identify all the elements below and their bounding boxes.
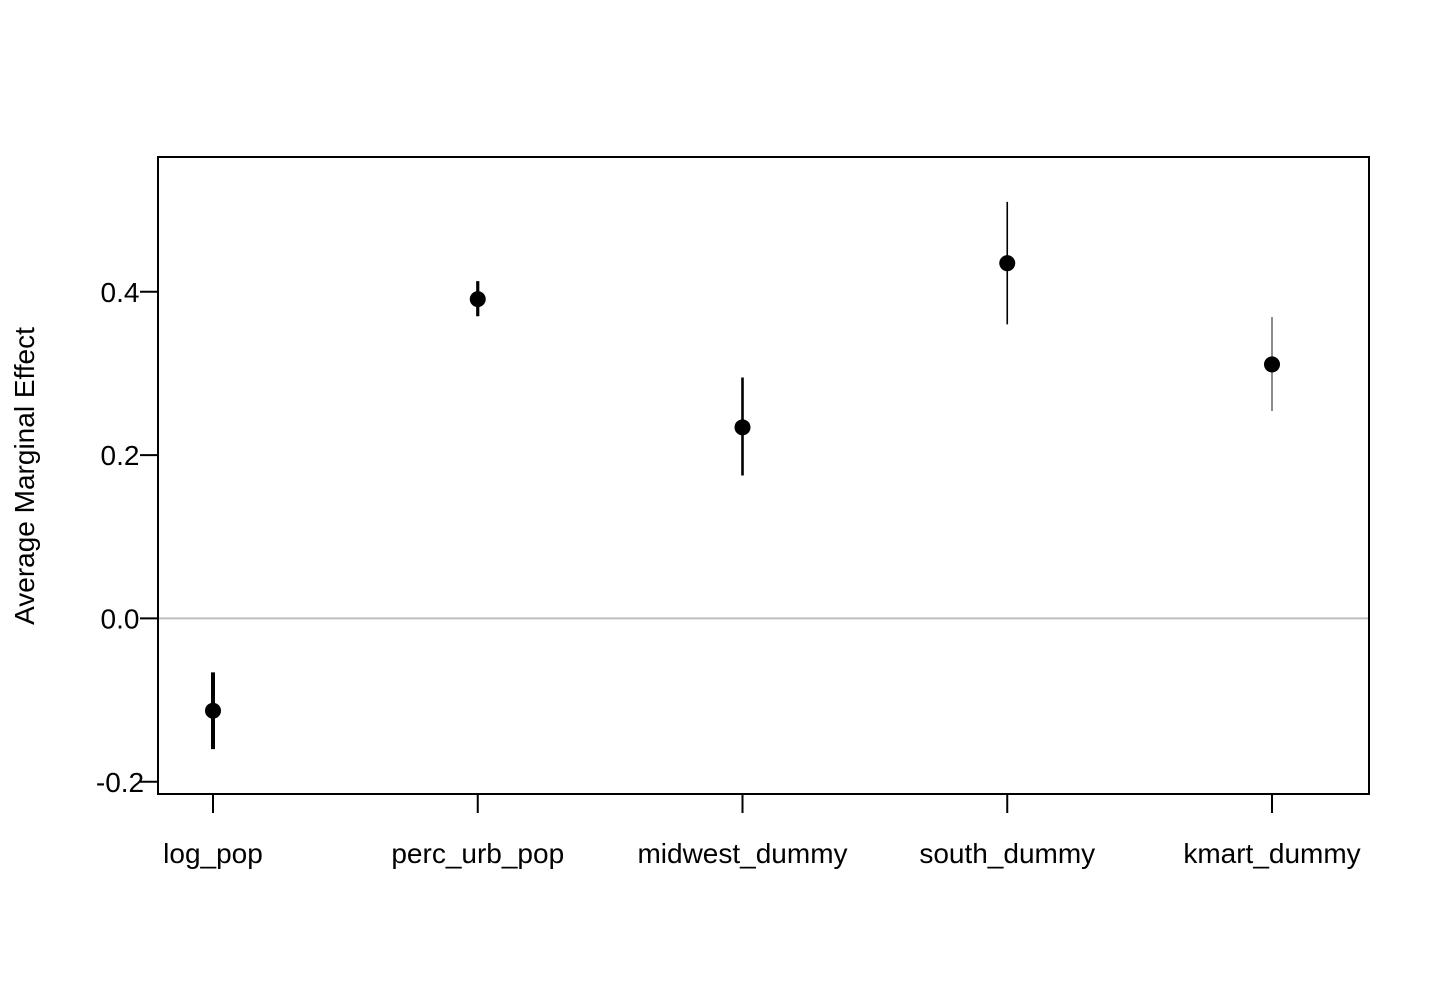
x-tick-label-log_pop: log_pop (163, 838, 263, 869)
x-tick-label-south_dummy: south_dummy (919, 838, 1095, 869)
point-kmart_dummy (1264, 356, 1280, 373)
y-tick-label: 0.2 (101, 440, 140, 471)
point-south_dummy (999, 255, 1016, 272)
x-tick-label-midwest_dummy: midwest_dummy (637, 838, 847, 869)
confidence-intervals (211, 201, 1273, 750)
point-estimates (205, 255, 1280, 719)
y-axis: -0.2 0.0 0.2 0.4 (96, 277, 159, 798)
plot-frame (157, 156, 1370, 795)
x-tick-label-kmart_dummy: kmart_dummy (1183, 838, 1360, 869)
point-midwest_dummy (734, 419, 751, 436)
y-tick-label: -0.2 (96, 767, 144, 798)
x-tick-label-perc_urb_pop: perc_urb_pop (391, 838, 564, 869)
point-log_pop (205, 702, 221, 719)
y-axis-title: Average Marginal Effect (9, 327, 40, 625)
point-perc_urb_pop (469, 291, 486, 308)
y-tick-label: 0.0 (101, 603, 140, 634)
x-axis: log_pop perc_urb_pop midwest_dummy south_du… (163, 793, 1361, 869)
y-tick-label: 0.4 (101, 277, 140, 308)
